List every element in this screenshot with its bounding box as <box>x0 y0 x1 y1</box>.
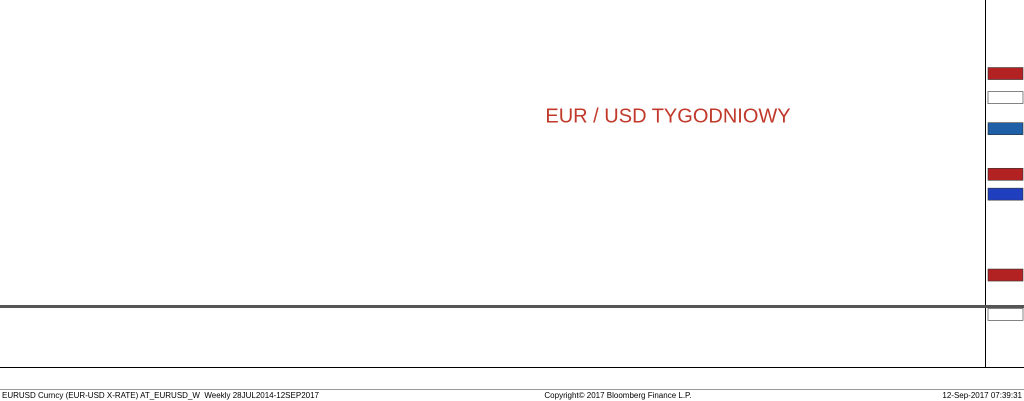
footer-copyright: Copyright© 2017 Bloomberg Finance L.P. <box>544 391 691 400</box>
chart-annotation: EUR / USD TYGODNIOWY <box>545 105 790 127</box>
price-tag-box <box>987 268 1024 282</box>
footer-source: EURUSD Curncy (EUR-USD X-RATE) AT_EURUSD… <box>2 391 320 400</box>
price-tag-box <box>987 91 1024 104</box>
price-tag-box <box>987 67 1024 80</box>
panel-divider <box>0 305 1024 308</box>
price-tag-box <box>987 122 1024 135</box>
footer-timestamp: 12-Sep-2017 07:39:31 <box>942 391 1022 400</box>
rsi-tag-box <box>987 308 1024 321</box>
price-tag-box <box>987 187 1024 201</box>
price-tag-box <box>987 167 1024 181</box>
